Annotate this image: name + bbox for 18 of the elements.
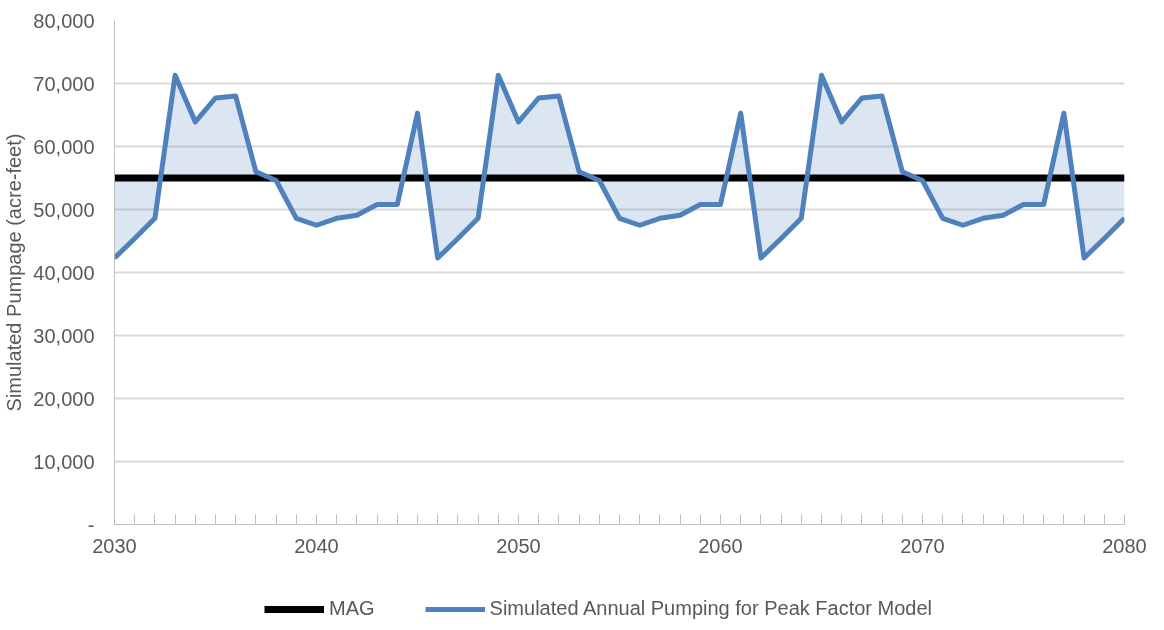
y-tick-label: - <box>87 513 95 536</box>
x-tick-label: 2060 <box>698 534 743 557</box>
x-tick-label: 2080 <box>1102 534 1147 557</box>
y-tick-label: 10,000 <box>33 450 95 473</box>
y-tick-label: 40,000 <box>33 261 95 284</box>
y-tick-label: 20,000 <box>33 387 95 410</box>
legend-label: Simulated Annual Pumping for Peak Factor Model <box>489 597 933 620</box>
y-tick-label: 30,000 <box>33 324 95 347</box>
x-tick-label: 2030 <box>92 534 137 557</box>
x-tick-label: 2050 <box>496 534 541 557</box>
legend-label: MAG <box>329 597 375 620</box>
y-tick-label: 70,000 <box>33 72 95 95</box>
y-tick-label: 50,000 <box>33 198 95 221</box>
y-axis-title: Simulated Pumpage (acre-feet) <box>3 133 26 412</box>
x-tick-label: 2040 <box>294 534 339 557</box>
y-tick-label: 60,000 <box>33 135 95 158</box>
y-tick-label: 80,000 <box>33 9 95 32</box>
x-tick-label: 2070 <box>900 534 945 557</box>
